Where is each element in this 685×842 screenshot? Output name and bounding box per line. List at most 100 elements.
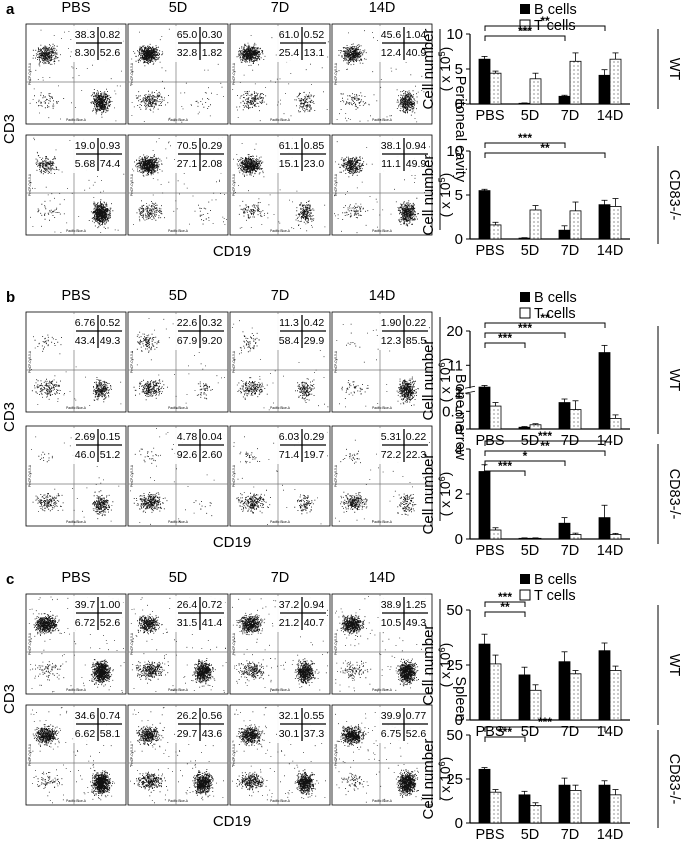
- barchart-a-0-sig-stars-1: ***: [518, 24, 532, 38]
- flow-a-0-3-dots: [336, 28, 425, 123]
- unit-close: ): [437, 173, 453, 178]
- flow-b-1-2-axis-x-small: Pacific Blue-A: [270, 520, 291, 524]
- flow-a-0-1-axis-y-small: PerCP-Cy5-5-A: [130, 62, 134, 85]
- barchart-b-0-sig-bracket-0: [484, 322, 606, 328]
- flow-c-1-1-axis-y-small: PerCP-Cy5-5-A: [130, 743, 134, 766]
- flow-c-0-0-axis-y-small: PerCP-Cy5-5-A: [28, 632, 32, 655]
- flow-b-1-1-value-ll: 92.6: [177, 449, 198, 461]
- flow-b-0-0-value-ur: 0.52: [100, 317, 121, 329]
- flow-a-0-3-value-lr: 40.9: [406, 47, 427, 59]
- barchart-a-1-xtick-1: 5D: [521, 243, 540, 259]
- barchart-b-1-sig-bracket-3: [484, 470, 526, 476]
- flow-c-1-3-value-ul: 39.9: [381, 710, 402, 722]
- barchart-a-0-ytick-label-0: 0: [455, 96, 463, 113]
- barchart-b-1-bar-t-1: [529, 537, 542, 540]
- unit-exponent: 6: [437, 476, 447, 481]
- flow-b-0-3-value-ul: 1.90: [381, 317, 402, 329]
- flow-b-0-1-events: [132, 315, 225, 409]
- panel-a-legend-t-swatch: [519, 19, 531, 31]
- barchart-a-1-bar-b-2: [558, 229, 571, 240]
- barchart-b-1-bar-t-2: [569, 534, 582, 540]
- barchart-a-1-sig-stars-0: ***: [518, 131, 532, 145]
- barchart-c-0-sig-stars-0: ***: [498, 590, 512, 604]
- barchart-b-1-ytick-label-0: 0: [455, 531, 463, 548]
- flow-c-0-1-value-lr: 41.4: [202, 617, 223, 629]
- barchart-c-1-sig-bracket-0: [484, 726, 606, 732]
- flow-a-0-2-axis-y-small: PerCP-Cy5-5-A: [232, 62, 236, 85]
- barchart-b-0-bar-b-0: [478, 386, 491, 430]
- barchart-c-1-genotype: CD83-/-: [666, 754, 682, 805]
- flow-b-1-3-value-ll: 72.2: [381, 449, 402, 461]
- barchart-b-1-sig-bracket-2: [484, 460, 566, 466]
- flow-c-1-0-axis-y-small: PerCP-Cy5-5-A: [28, 743, 32, 766]
- flow-b-0-1-value-ll: 67.9: [177, 335, 198, 347]
- barchart-c-0-ylabel: Cell number: [420, 625, 437, 706]
- barchart-c-1-ytick-label-0: 0: [455, 815, 463, 832]
- barchart-b-1-unit: ( x 106): [437, 472, 453, 517]
- flow-c-0-3-axis-x-small: Pacific Blue-A: [372, 688, 393, 692]
- barchart-a-0-bar-t-3: [609, 58, 622, 105]
- flow-c-1-1-value-lr: 43.6: [202, 728, 223, 740]
- barchart-c-0-bar-t-3: [609, 670, 622, 721]
- flow-b-1-0-axis-x-small: Pacific Blue-A: [66, 520, 87, 524]
- unit-close: ): [437, 472, 453, 477]
- unit-close: ): [437, 643, 453, 648]
- flow-c-0-2-value-ur: 0.94: [304, 599, 325, 611]
- flow-a-1-1-axis-x-small: Pacific Blue-A: [168, 229, 189, 233]
- panel-c-legend-t: T cells: [534, 588, 576, 604]
- barchart-b-1-ylabel: Cell number: [420, 454, 437, 535]
- flow-c-0-1-value-ll: 31.5: [177, 617, 198, 629]
- flow-a-1-0-value-lr: 74.4: [100, 158, 121, 170]
- flow-b-1-2-value-ll: 71.4: [279, 449, 300, 461]
- panel-c-legend-b: B cells: [534, 572, 577, 588]
- flow-b-1-2-value-lr: 19.7: [304, 449, 325, 461]
- barchart-c-1-sig-bracket-1: [484, 736, 526, 742]
- flow-c-1-2-value-lr: 37.3: [304, 728, 325, 740]
- flow-a-1-2-value-ul: 61.1: [279, 140, 300, 152]
- flow-c-1-2-events: [232, 707, 327, 801]
- flow-a-1-2-value-ll: 15.1: [279, 158, 300, 170]
- flow-a-0-3-events: [336, 28, 425, 123]
- barchart-c-0-xtick-2: 7D: [561, 724, 580, 740]
- flow-b-0-2-dots: [232, 314, 329, 411]
- flow-a-0-0-value-ll: 8.30: [75, 47, 96, 59]
- panel-letter-b: b: [6, 289, 15, 306]
- flow-b-1-1-value-ul: 4.78: [177, 431, 198, 443]
- barchart-c-0-ytick-label-0: 0: [455, 712, 463, 729]
- barchart-a-1-bar-t-0: [489, 224, 502, 240]
- panel-c-col-2: 7D: [271, 570, 290, 586]
- flow-c-1-2-dots: [232, 707, 327, 801]
- barchart-a-0-ytick-label-1: 5: [455, 61, 463, 78]
- barchart-c-0-xtick-0: PBS: [475, 724, 504, 740]
- flow-b-1-1-value-lr: 2.60: [202, 449, 223, 461]
- barchart-b-0-ytick-label-0: 0: [455, 421, 463, 438]
- barchart-b-1-sig-stars-0: ***: [538, 429, 552, 443]
- flow-b-0-2-value-ll: 58.4: [279, 335, 300, 347]
- barchart-b-0-ytick-label-1: 0.5: [442, 403, 463, 420]
- panel-a-tissue-label: Peritoneal cavity: [452, 76, 468, 183]
- flow-c-0-0-value-ll: 6.72: [75, 617, 96, 629]
- flow-b-0-1-value-ur: 0.32: [202, 317, 223, 329]
- barchart-a-0-bar-b-1: [518, 102, 531, 105]
- barchart-a-0-sig-bracket-0: [484, 25, 606, 31]
- barchart-c-1-sig-stars-1: ***: [498, 725, 512, 739]
- flow-c-1-1-value-ll: 29.7: [177, 728, 198, 740]
- flow-a-0-0-value-lr: 52.6: [100, 47, 121, 59]
- panel-c-col-3: 14D: [369, 570, 396, 586]
- barchart-b-0-xtick-3: 14D: [597, 433, 624, 449]
- barchart-c-0-sig-bracket-0: [484, 601, 526, 607]
- flow-a-1-1-dots: [132, 137, 227, 225]
- flow-a-1-2-events: [233, 137, 327, 232]
- panel-b-col-1: 5D: [169, 288, 188, 304]
- panel-c-legend-b-swatch: [520, 574, 530, 584]
- flow-b-1-3-axis-x-small: Pacific Blue-A: [372, 520, 393, 524]
- flow-c-0-1-dots: [130, 596, 227, 693]
- flow-b-1-2-value-ul: 6.03: [279, 431, 300, 443]
- flow-c-1-0-dots: [28, 707, 123, 804]
- barchart-c-1-xtick-2: 7D: [561, 827, 580, 842]
- unit-close: ): [437, 47, 453, 52]
- barchart-a-1-ytick-label-2: 10: [446, 143, 463, 160]
- barchart-c-1-bar-b-3: [598, 784, 611, 824]
